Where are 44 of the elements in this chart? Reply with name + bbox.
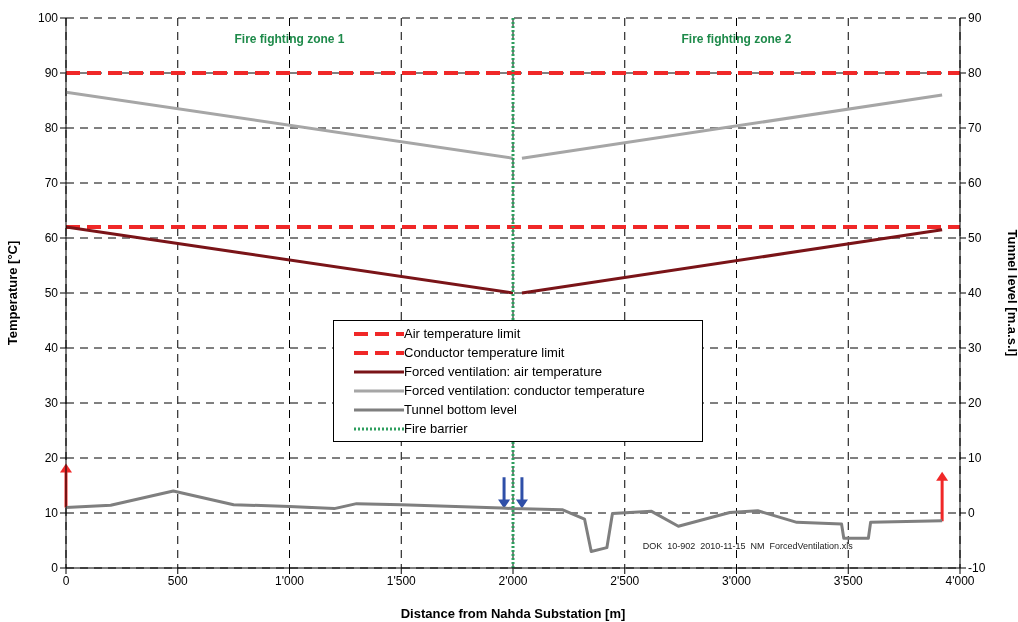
x-tick-label: 4'000 — [945, 573, 975, 588]
legend-label: Conductor temperature limit — [404, 345, 565, 360]
x-tick-label: 3'000 — [722, 573, 752, 588]
annotation: Fire fighting zone 1 — [234, 31, 345, 46]
legend-label: Fire barrier — [404, 421, 468, 436]
y2-tick-label: 50 — [968, 231, 982, 246]
x-tick-label: 500 — [167, 573, 189, 588]
y-tick-label: 20 — [44, 451, 59, 466]
line-series — [66, 489, 944, 553]
legend-label: Forced ventilation: conductor temperature — [404, 383, 645, 398]
x-axis-title: Distance from Nahda Substation [m] — [400, 606, 626, 621]
y-tick-label: 70 — [44, 176, 59, 191]
y-tick-label: 50 — [44, 286, 59, 301]
y-tick-label: 40 — [44, 341, 59, 356]
y2-tick-label: -10 — [968, 561, 986, 576]
annotation: DOK 10-902 2010-11-15 NM ForcedVentilation.xls — [642, 540, 854, 551]
y-tick-label: 90 — [44, 66, 59, 81]
y-axis-title: Temperature [°C] — [4, 240, 20, 346]
y2-tick-label: 0 — [968, 506, 975, 521]
y-tick-label: 80 — [44, 121, 59, 136]
y2-tick-label: 20 — [968, 396, 982, 411]
y2-tick-label: 10 — [968, 451, 982, 466]
x-tick-label: 2'000 — [498, 573, 528, 588]
y2-tick-label: 40 — [968, 286, 982, 301]
y-tick-label: 10 — [44, 506, 59, 521]
annotation: Fire fighting zone 2 — [681, 31, 792, 46]
x-tick-label: 2'500 — [610, 573, 640, 588]
y2-tick-label: 60 — [968, 176, 982, 191]
legend-label: Air temperature limit — [404, 326, 521, 341]
y-tick-label: 0 — [51, 561, 59, 576]
legend-label: Forced ventilation: air temperature — [404, 364, 602, 379]
x-tick-label: 1'000 — [275, 573, 305, 588]
legend-label: Tunnel bottom level — [404, 402, 517, 417]
y2-tick-label: 90 — [968, 11, 982, 26]
x-tick-label: 1'500 — [386, 573, 417, 588]
y2-tick-label: 70 — [968, 121, 982, 136]
y-tick-label: 60 — [44, 231, 59, 246]
y2-tick-label: 30 — [968, 341, 982, 356]
y-tick-label: 100 — [37, 11, 59, 26]
y2-tick-label: 80 — [968, 66, 982, 81]
x-tick-label: 3'500 — [833, 573, 864, 588]
y-tick-label: 30 — [44, 396, 59, 411]
x-tick-label: 0 — [62, 573, 70, 588]
y2-axis-title: Tunnel level [m.a.s.l] — [1005, 229, 1018, 357]
